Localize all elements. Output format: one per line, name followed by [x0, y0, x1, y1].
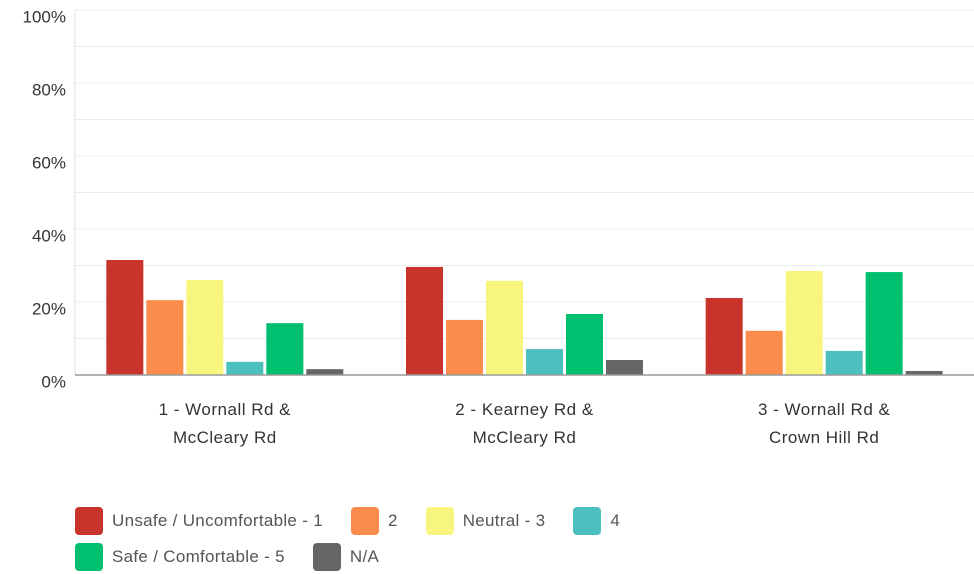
bar [905, 370, 943, 375]
x-tick-label: 3 - Wornall Rd & Crown Hill Rd [757, 400, 891, 447]
bar [566, 314, 603, 375]
legend-item: Unsafe / Uncomfortable - 1 [75, 507, 323, 535]
legend-swatch [350, 507, 379, 535]
x-tick-label: 2 - Kearney Rd & McCleary Rd [455, 400, 594, 447]
bar [146, 300, 184, 375]
bar [486, 280, 523, 375]
y-tick-label: 100% [23, 7, 66, 26]
y-tick-label: 40% [32, 226, 66, 245]
legend-label: Unsafe / Uncomfortable - 1 [112, 511, 323, 530]
bar [106, 260, 144, 375]
bar [865, 272, 903, 375]
bar [266, 323, 304, 375]
bar [606, 360, 643, 375]
bar [705, 297, 743, 375]
legend-swatch [425, 507, 454, 535]
legend-swatch [75, 507, 103, 535]
legend-label: N/A [349, 547, 380, 566]
bar [446, 319, 483, 375]
bar [785, 270, 823, 375]
legend-label: 2 [387, 511, 398, 530]
bar [406, 266, 443, 375]
legend-item: N/A [312, 543, 380, 571]
legend-swatch [573, 507, 602, 535]
legend-label: 4 [610, 511, 621, 530]
bar [186, 280, 224, 375]
y-tick-label: 60% [32, 153, 66, 172]
bar [825, 350, 863, 375]
legend-swatch [75, 543, 103, 571]
bar [526, 349, 563, 375]
legend-item: 4 [573, 507, 620, 535]
legend-label: Neutral - 3 [462, 511, 546, 530]
y-tick-label: 20% [32, 299, 66, 318]
legend-item: 2 [350, 507, 398, 535]
bar [306, 369, 344, 375]
bar [226, 361, 264, 375]
y-tick-label: 80% [32, 80, 66, 99]
y-tick-label: 0% [41, 372, 66, 391]
legend-swatch [312, 543, 341, 571]
legend-item: Safe / Comfortable - 5 [75, 543, 285, 571]
x-tick-label: 1 - Wornall Rd & McCleary Rd [158, 400, 292, 447]
chart: 0% 20% 40% 60% 80% 100% [23, 7, 974, 391]
legend-label: Safe / Comfortable - 5 [112, 547, 285, 566]
legend: Unsafe / Uncomfortable - 1 2 Neutral - 3 4 S… [75, 507, 755, 571]
bar [745, 330, 783, 375]
legend-item: Neutral - 3 [425, 507, 546, 535]
